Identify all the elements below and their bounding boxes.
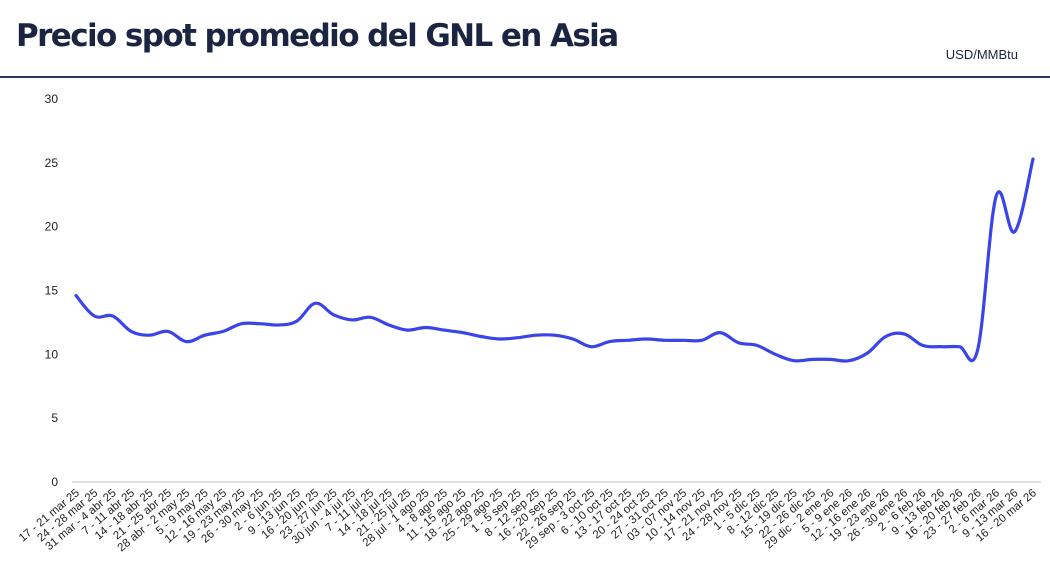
unit-label: USD/MMBtu (945, 47, 1018, 62)
y-tick-label: 5 (51, 411, 58, 425)
y-tick-label: 30 (45, 92, 59, 106)
y-tick-label: 20 (45, 220, 59, 234)
page-title: Precio spot promedio del GNL en Asia (16, 18, 619, 54)
y-axis-ticks: 0 5 10 15 20 25 30 (45, 92, 59, 489)
y-tick-label: 0 (51, 475, 58, 489)
y-tick-label: 25 (45, 156, 59, 170)
header-divider (0, 76, 1050, 78)
y-tick-label: 10 (45, 347, 59, 361)
series-line (74, 157, 1035, 363)
y-tick-label: 15 (45, 284, 59, 298)
